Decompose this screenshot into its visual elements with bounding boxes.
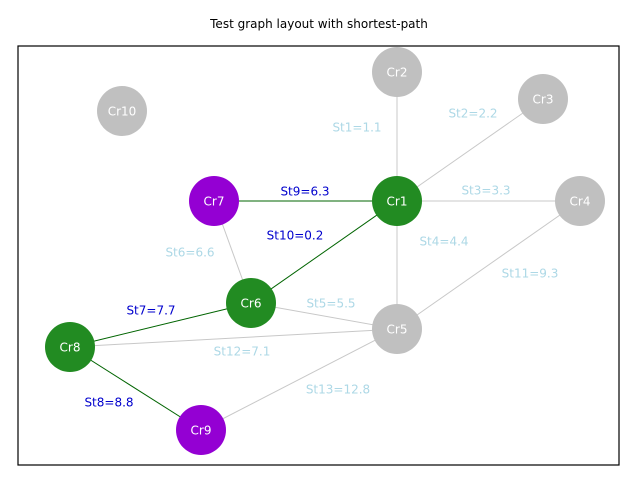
plot-frame (17, 45, 620, 466)
node-label-cr8: Cr8 (60, 341, 81, 355)
edge-label-st6: St6=6.6 (165, 246, 214, 260)
edge-label-st3: St3=3.3 (461, 184, 510, 198)
edge-label-st13: St13=12.8 (306, 383, 370, 397)
node-circle-cr2 (372, 47, 422, 97)
node-label-cr6: Cr6 (241, 297, 262, 311)
edges-layer (69, 72, 581, 431)
edge-label-st5: St5=5.5 (306, 297, 355, 311)
node-label-cr9: Cr9 (191, 424, 212, 438)
figure-title: Test graph layout with shortest-path (209, 17, 428, 31)
edge-label-st10: St10=0.2 (267, 229, 324, 243)
node-cr1: Cr1 (372, 176, 422, 226)
node-label-cr4: Cr4 (570, 195, 591, 209)
node-circle-cr3 (518, 74, 568, 124)
node-circle-cr4 (555, 176, 605, 226)
node-circle-cr10 (97, 86, 147, 136)
edge-st2 (396, 98, 544, 202)
edge-label-st2: St2=2.2 (448, 107, 497, 121)
node-circle-cr5 (372, 304, 422, 354)
edge-st12 (69, 328, 398, 348)
node-circle-cr7 (189, 176, 239, 226)
edge-st13 (200, 328, 398, 431)
node-cr3: Cr3 (518, 74, 568, 124)
edge-st7 (69, 302, 252, 348)
node-label-cr10: Cr10 (108, 105, 137, 119)
node-circle-cr1 (372, 176, 422, 226)
node-cr5: Cr5 (372, 304, 422, 354)
edge-st11 (396, 200, 581, 330)
node-label-cr2: Cr2 (387, 66, 408, 80)
edge-label-st9: St9=6.3 (280, 185, 329, 199)
node-label-cr1: Cr1 (387, 195, 408, 209)
edge-st10 (250, 200, 398, 304)
edge-st8 (69, 346, 202, 431)
node-cr8: Cr8 (45, 322, 95, 372)
edge-label-st7: St7=7.7 (126, 304, 175, 318)
edge-label-st11: St11=9.3 (502, 267, 559, 281)
node-cr9: Cr9 (176, 405, 226, 455)
edge-label-st8: St8=8.8 (84, 396, 133, 410)
node-label-cr3: Cr3 (533, 93, 554, 107)
edge-label-st1: St1=1.1 (332, 121, 381, 135)
node-circle-cr6 (226, 278, 276, 328)
node-label-cr5: Cr5 (387, 323, 408, 337)
node-circle-cr8 (45, 322, 95, 372)
node-cr6: Cr6 (226, 278, 276, 328)
edge-label-st4: St4=4.4 (419, 235, 468, 249)
edge-label-st12: St12=7.1 (214, 345, 271, 359)
node-cr4: Cr4 (555, 176, 605, 226)
node-circle-cr9 (176, 405, 226, 455)
edge-labels-layer: St1=1.1 St2=2.2 St3=3.3 St4=4.4 St5=5.5 St6=6… (84, 107, 558, 410)
node-cr7: Cr7 (189, 176, 239, 226)
nodes-layer: Cr1 Cr2 Cr3 Cr4 Cr5 Cr6 Cr7 Cr8 Cr9 Cr10 (45, 47, 605, 455)
node-cr2: Cr2 (372, 47, 422, 97)
node-cr10: Cr10 (97, 86, 147, 136)
node-label-cr7: Cr7 (204, 195, 225, 209)
